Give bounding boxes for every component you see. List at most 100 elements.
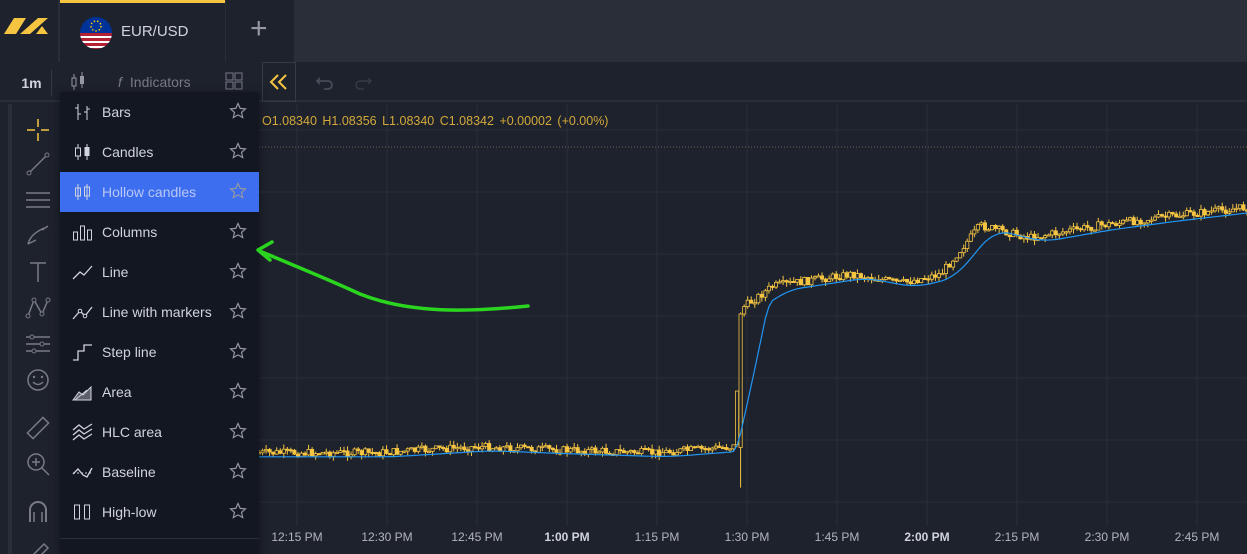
candle-body — [642, 448, 647, 451]
candle-body — [1124, 219, 1129, 222]
menu-item-hollow-candles[interactable]: Hollow candles — [60, 172, 259, 212]
symbol-tab[interactable]: EUR/USD — [60, 0, 225, 62]
candle-body — [759, 293, 764, 298]
price-chart[interactable] — [259, 104, 1247, 526]
ruler-tool[interactable] — [24, 414, 52, 442]
candle-body — [554, 449, 559, 454]
time-axis[interactable]: 12:15 PM 12:30 PM 12:45 PM 1:00 PM 1:15 PM 1:… — [259, 526, 1247, 554]
redo-icon — [355, 77, 373, 90]
candle-body — [310, 449, 315, 457]
candle-body — [1110, 222, 1115, 225]
candle-body — [1096, 221, 1101, 231]
menu-item-hlc-area[interactable]: HLC area — [60, 412, 259, 452]
favorite-star-icon[interactable] — [229, 142, 247, 160]
indicators-label: Indicators — [129, 74, 191, 90]
menu-item-baseline[interactable]: Baseline — [60, 452, 259, 492]
fib-tool[interactable] — [24, 186, 52, 214]
candle-body — [710, 447, 715, 451]
candle-body — [965, 240, 970, 250]
candle-body — [1145, 220, 1150, 224]
candle-body — [735, 390, 740, 446]
menu-item-area[interactable]: Area — [60, 372, 259, 412]
crosshair-tool[interactable] — [24, 116, 52, 144]
favorite-star-icon[interactable] — [229, 502, 247, 520]
favorite-star-icon[interactable] — [229, 182, 247, 200]
candle-body — [742, 306, 747, 315]
pattern-icon — [25, 297, 51, 319]
menu-item-columns[interactable]: Columns — [60, 212, 259, 252]
candle-body — [494, 447, 499, 450]
candle-body — [1085, 225, 1090, 228]
bars-icon — [75, 104, 90, 120]
candle-body — [990, 225, 995, 231]
favorite-star-icon[interactable] — [229, 342, 247, 360]
favorite-star-icon[interactable] — [229, 102, 247, 120]
candle-body — [1082, 225, 1087, 231]
pencil-tool[interactable] — [24, 536, 52, 554]
crosshair-icon — [27, 119, 49, 141]
chart-type-button[interactable] — [62, 66, 96, 98]
forecast-tool[interactable] — [24, 330, 52, 358]
redo-button[interactable] — [352, 72, 374, 92]
candle-body — [356, 448, 361, 451]
ohlc-low: L1.08340 — [382, 114, 435, 128]
candle-body — [1121, 219, 1126, 224]
trendline-tool[interactable] — [24, 150, 52, 178]
menu-item-high-low[interactable]: High-low — [60, 492, 259, 532]
candle-body — [419, 445, 424, 448]
candle-body — [437, 445, 442, 448]
columns-icon — [73, 225, 92, 241]
pattern-tool[interactable] — [24, 294, 52, 322]
menu-item-candles[interactable]: Candles — [60, 132, 259, 172]
undo-button[interactable] — [314, 72, 336, 92]
text-tool[interactable] — [24, 258, 52, 286]
candle-body — [887, 277, 892, 280]
time-tick-label: 1:15 PM — [634, 530, 680, 544]
candle-body — [625, 451, 630, 454]
brush-tool[interactable] — [24, 222, 52, 250]
zoom-tool[interactable] — [24, 450, 52, 478]
menu-item-bars[interactable]: Bars — [60, 92, 259, 132]
candle-body — [859, 273, 864, 279]
brand-logo[interactable] — [0, 0, 58, 62]
add-tab-button[interactable]: + — [226, 0, 294, 62]
time-tick-label: 12:45 PM — [451, 530, 503, 544]
indicators-button[interactable]: f Indicators — [118, 70, 218, 94]
magnet-tool[interactable] — [24, 498, 52, 526]
candles-icon — [75, 144, 90, 160]
candle-body — [487, 443, 492, 452]
candle-body — [1043, 235, 1048, 239]
menu-item-line-with-markers[interactable]: Line with markers — [60, 292, 259, 332]
menu-item-line[interactable]: Line — [60, 252, 259, 292]
layout-button[interactable] — [224, 71, 244, 91]
undo-icon — [315, 77, 333, 90]
time-tick-label: 12:30 PM — [361, 530, 413, 544]
candle-body — [380, 449, 385, 457]
candle-body — [919, 278, 924, 284]
candle-body — [331, 452, 336, 457]
favorite-star-icon[interactable] — [229, 222, 247, 240]
candle-body — [784, 280, 789, 283]
rewind-icon — [269, 74, 287, 90]
favorite-star-icon[interactable] — [229, 302, 247, 320]
candle-body — [416, 446, 421, 452]
candle-body — [522, 444, 527, 447]
candle-body — [703, 448, 708, 451]
emoji-tool[interactable] — [24, 366, 52, 394]
favorite-star-icon[interactable] — [229, 382, 247, 400]
menu-item-step-line[interactable]: Step line — [60, 332, 259, 372]
candle-body — [264, 449, 269, 452]
candle-body — [504, 445, 509, 448]
candle-body — [929, 274, 934, 280]
favorite-star-icon[interactable] — [229, 262, 247, 280]
candle-body — [795, 279, 800, 283]
candle-body — [706, 448, 711, 451]
favorite-star-icon[interactable] — [229, 422, 247, 440]
replay-button[interactable] — [262, 62, 296, 102]
interval-button[interactable]: 1m — [12, 70, 52, 96]
candle-body — [384, 449, 389, 454]
candle-body — [979, 222, 984, 225]
candle-body — [968, 233, 973, 242]
favorite-star-icon[interactable] — [229, 462, 247, 480]
candle-body — [1149, 219, 1154, 222]
